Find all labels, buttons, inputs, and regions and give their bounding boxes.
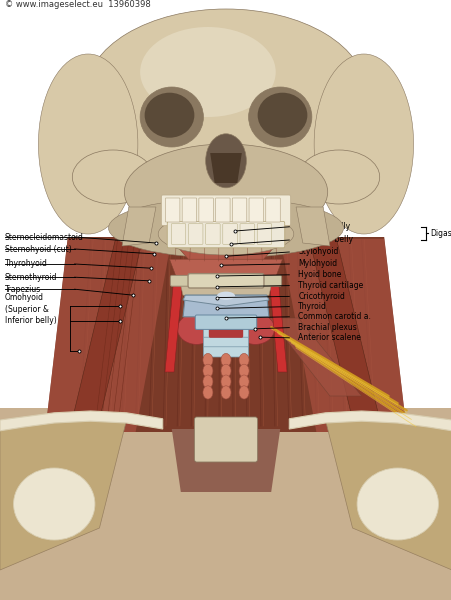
Circle shape — [221, 386, 230, 399]
Ellipse shape — [140, 87, 203, 147]
Polygon shape — [169, 259, 282, 277]
Polygon shape — [210, 153, 241, 183]
Ellipse shape — [313, 54, 413, 234]
Circle shape — [202, 375, 212, 388]
FancyBboxPatch shape — [265, 198, 280, 222]
Polygon shape — [171, 429, 280, 492]
Text: Thyroid: Thyroid — [298, 302, 327, 311]
Ellipse shape — [356, 468, 437, 540]
Ellipse shape — [235, 313, 274, 344]
FancyBboxPatch shape — [188, 274, 263, 288]
Ellipse shape — [216, 292, 235, 300]
FancyBboxPatch shape — [257, 224, 271, 244]
Polygon shape — [183, 295, 268, 317]
Polygon shape — [268, 276, 286, 372]
FancyBboxPatch shape — [203, 347, 248, 357]
Polygon shape — [70, 240, 142, 429]
Text: Mylohyoid: Mylohyoid — [298, 259, 337, 269]
Text: Sternothyroid: Sternothyroid — [5, 272, 57, 281]
Text: Brachial plexus: Brachial plexus — [298, 323, 356, 332]
Ellipse shape — [257, 92, 307, 137]
Circle shape — [239, 364, 249, 377]
FancyBboxPatch shape — [203, 328, 248, 338]
Circle shape — [202, 386, 212, 399]
Ellipse shape — [144, 92, 194, 137]
Ellipse shape — [177, 313, 216, 344]
Circle shape — [202, 353, 212, 367]
Ellipse shape — [108, 198, 343, 258]
Polygon shape — [183, 295, 268, 306]
FancyBboxPatch shape — [208, 322, 243, 338]
Ellipse shape — [140, 27, 275, 117]
Polygon shape — [45, 237, 406, 432]
Text: Digastric: Digastric — [429, 229, 451, 238]
FancyBboxPatch shape — [239, 224, 254, 244]
FancyBboxPatch shape — [203, 337, 248, 347]
Text: Anterior belly: Anterior belly — [298, 222, 350, 231]
Polygon shape — [268, 318, 361, 396]
Polygon shape — [325, 420, 451, 570]
Circle shape — [221, 375, 230, 388]
FancyBboxPatch shape — [170, 275, 191, 286]
FancyBboxPatch shape — [222, 224, 237, 244]
Polygon shape — [0, 420, 126, 570]
Ellipse shape — [158, 213, 293, 255]
Ellipse shape — [38, 54, 138, 234]
Circle shape — [202, 364, 212, 377]
FancyBboxPatch shape — [249, 198, 263, 222]
FancyBboxPatch shape — [260, 275, 281, 286]
FancyBboxPatch shape — [167, 221, 284, 248]
Ellipse shape — [14, 468, 95, 540]
FancyBboxPatch shape — [161, 195, 290, 226]
Polygon shape — [122, 207, 156, 246]
Circle shape — [239, 353, 249, 367]
Polygon shape — [165, 276, 183, 372]
FancyBboxPatch shape — [215, 198, 230, 222]
Circle shape — [239, 375, 249, 388]
Circle shape — [221, 353, 230, 367]
Polygon shape — [45, 239, 171, 432]
Polygon shape — [0, 411, 162, 431]
Ellipse shape — [124, 144, 327, 240]
Polygon shape — [0, 408, 451, 600]
Polygon shape — [309, 240, 381, 429]
FancyBboxPatch shape — [188, 224, 202, 244]
Text: Thyrohyoid: Thyrohyoid — [5, 259, 47, 269]
Circle shape — [239, 386, 249, 399]
FancyBboxPatch shape — [205, 224, 220, 244]
Text: Cricothyroid: Cricothyroid — [298, 292, 345, 301]
Polygon shape — [171, 240, 280, 261]
Text: © www.imageselect.eu  13960398: © www.imageselect.eu 13960398 — [5, 0, 150, 9]
Polygon shape — [295, 207, 329, 246]
Polygon shape — [180, 286, 271, 295]
FancyBboxPatch shape — [182, 198, 196, 222]
Ellipse shape — [248, 87, 311, 147]
FancyBboxPatch shape — [198, 198, 213, 222]
Polygon shape — [280, 239, 406, 432]
Text: Anterior scalene: Anterior scalene — [298, 333, 360, 342]
Text: Trapezius: Trapezius — [5, 284, 41, 293]
Text: Omohyoid
(Superior &
Inferior belly): Omohyoid (Superior & Inferior belly) — [5, 293, 56, 325]
FancyBboxPatch shape — [165, 198, 179, 222]
Circle shape — [221, 364, 230, 377]
Text: Common carotid a.: Common carotid a. — [298, 312, 370, 322]
Ellipse shape — [72, 150, 153, 204]
Text: Sternocleidomastoid: Sternocleidomastoid — [5, 232, 83, 241]
Text: Hyoid bone: Hyoid bone — [298, 270, 341, 280]
Polygon shape — [289, 411, 451, 431]
FancyBboxPatch shape — [232, 198, 246, 222]
Ellipse shape — [86, 9, 365, 177]
Ellipse shape — [298, 150, 379, 204]
FancyBboxPatch shape — [194, 417, 257, 462]
Ellipse shape — [205, 134, 246, 188]
FancyBboxPatch shape — [171, 224, 185, 244]
Text: Thyroid cartilage: Thyroid cartilage — [298, 281, 363, 290]
Text: Posterior belly: Posterior belly — [298, 235, 353, 245]
Text: Sternohyoid (cut): Sternohyoid (cut) — [5, 245, 71, 253]
Text: Stylohyoid: Stylohyoid — [298, 247, 338, 257]
FancyBboxPatch shape — [195, 315, 256, 329]
